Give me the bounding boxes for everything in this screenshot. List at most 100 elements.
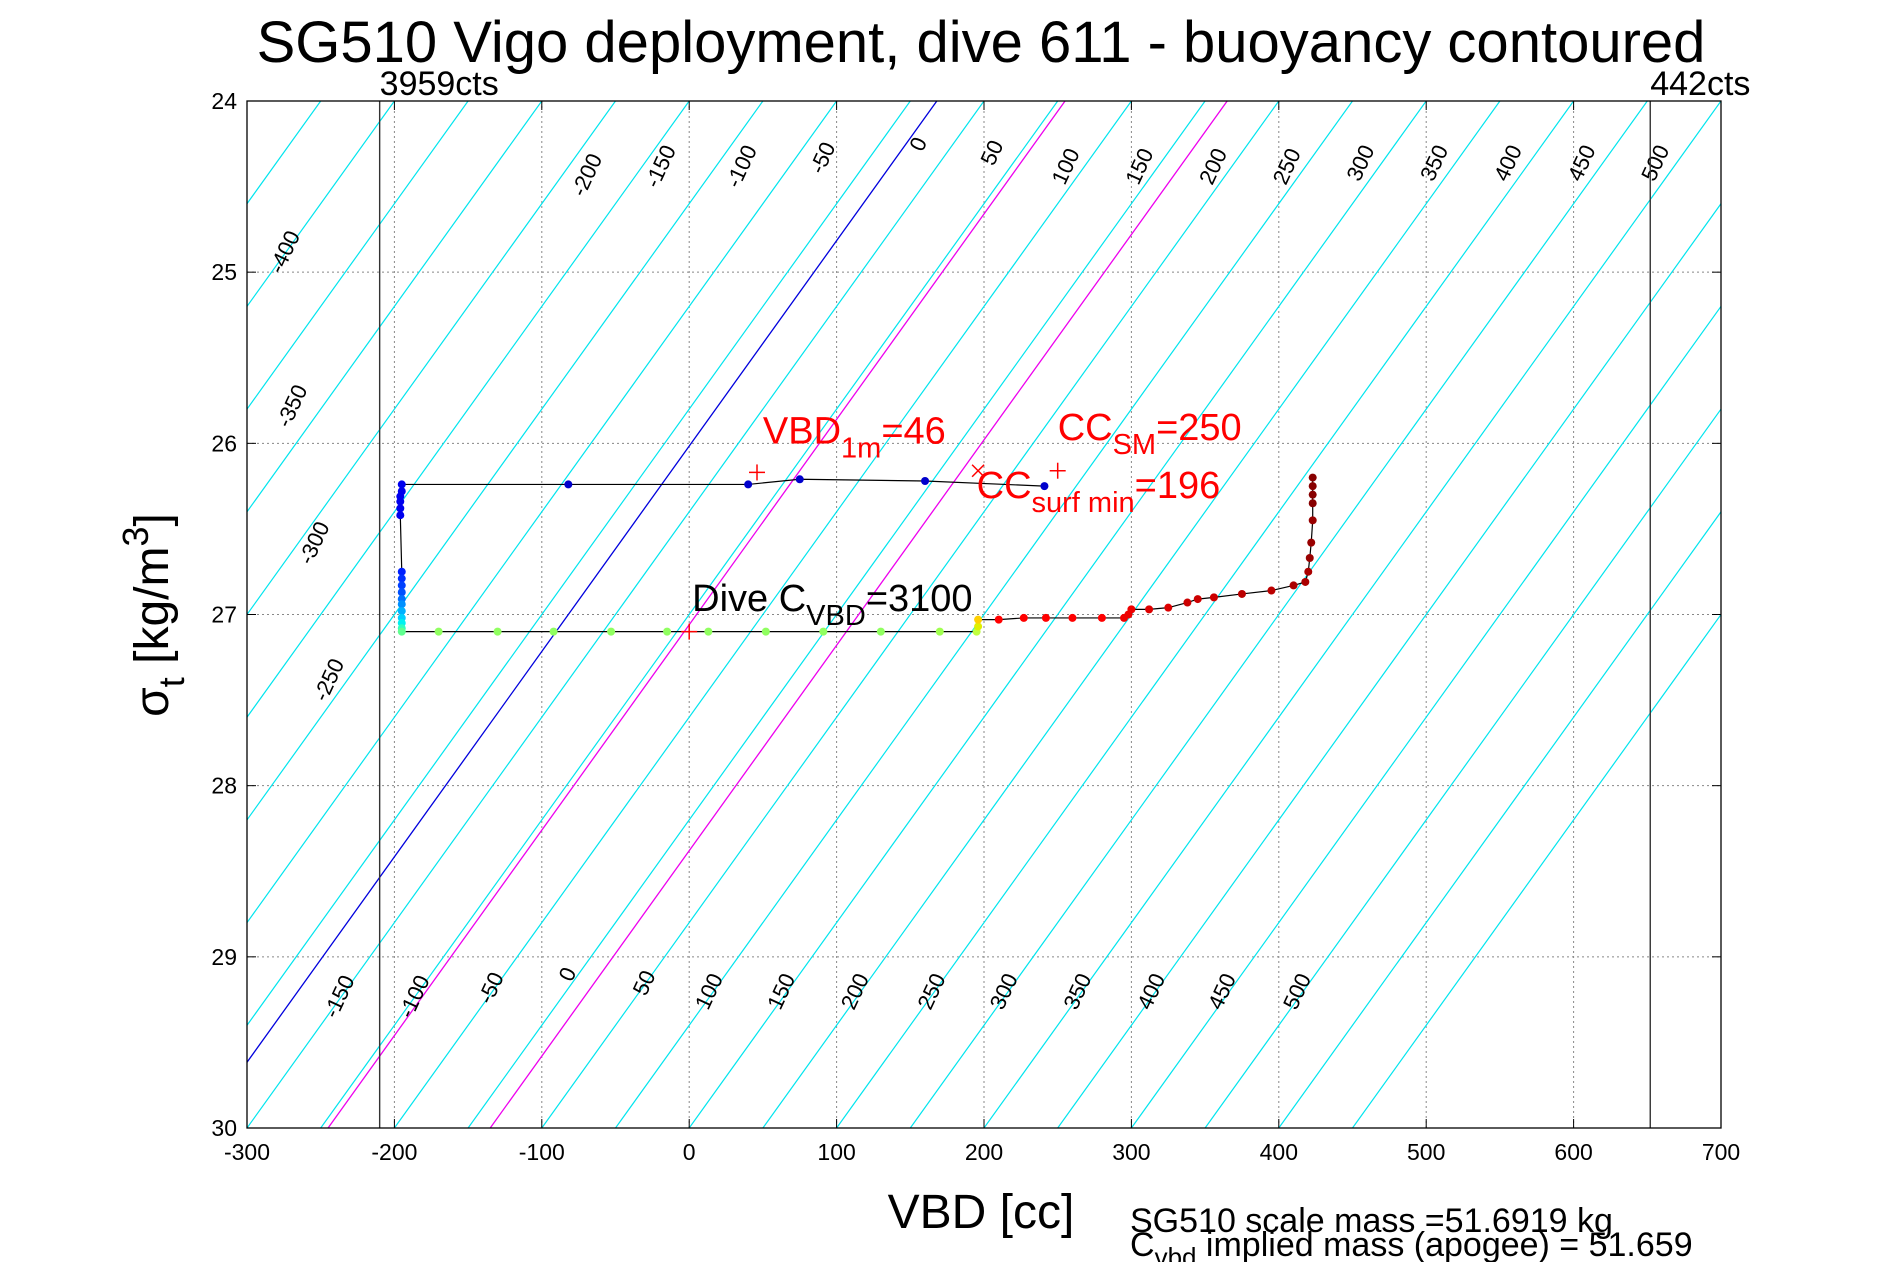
dive-point (1307, 539, 1315, 547)
y-tick-label: 28 (211, 773, 237, 799)
dive-point (494, 628, 502, 636)
annotation-ccsurfmin: CCsurf min=196 (977, 465, 1221, 519)
dive-point (1309, 499, 1317, 507)
contour-label-bottom: 50 (628, 966, 661, 999)
contour-label-bottom: 400 (1132, 969, 1170, 1013)
contour-label-bottom: 300 (985, 969, 1023, 1013)
annotation-base: CC (1058, 407, 1113, 449)
marker-plus (1050, 463, 1066, 479)
annotation-tail: =46 (881, 410, 945, 452)
dive-point (1304, 568, 1312, 576)
dive-point (1127, 605, 1135, 613)
y-tick-label: 29 (211, 944, 237, 970)
dive-point (877, 628, 885, 636)
contour-label-bottom: 500 (1278, 969, 1316, 1013)
annotation-base: VBD (763, 410, 841, 452)
limit-line-label: 442cts (1650, 65, 1750, 103)
dive-point (398, 568, 406, 576)
contour-label-top: -200 (566, 150, 607, 200)
limit-line-label: 3959cts (380, 65, 499, 103)
dive-point (1098, 614, 1106, 622)
dive-point (1068, 614, 1076, 622)
y-axis-label-sub: t (151, 677, 192, 687)
y-axis-label-sup: 3 (115, 526, 156, 546)
y-tick-label: 30 (211, 1115, 237, 1141)
contour-line (0, 101, 689, 1128)
contour-label-bottom: -100 (393, 971, 434, 1021)
marker-plus (749, 464, 765, 480)
dive-point (1290, 581, 1298, 589)
dive-point (396, 498, 404, 506)
y-axis-label-close: ] (126, 513, 179, 526)
svg-text:σt [kg/m3]: σt [kg/m3] (115, 513, 192, 717)
dive-point (1020, 614, 1028, 622)
contour-label-top: 250 (1268, 144, 1306, 188)
y-axis-label-main: σ (126, 687, 179, 717)
contour-label-top: 50 (975, 136, 1008, 169)
annotation-sub: surf min (1032, 487, 1135, 519)
y-axis-label: σt [kg/m3] (115, 513, 192, 717)
contour-label-top: -350 (271, 381, 312, 431)
dive-point (1194, 595, 1202, 603)
contour-label-top: 100 (1047, 144, 1085, 188)
annotation-tail: =3100 (866, 578, 973, 620)
dive-point (744, 480, 752, 488)
contour-label-bottom: 0 (554, 963, 582, 985)
dive-point (1301, 578, 1309, 586)
contour-label-top: -150 (640, 141, 681, 191)
dive-point (398, 607, 406, 615)
annotation-base: CC (977, 465, 1032, 507)
contour-label-top: -250 (308, 655, 349, 705)
contour-label-bottom: 450 (1203, 969, 1241, 1013)
contour-line (1279, 101, 1891, 1128)
dive-point (564, 480, 572, 488)
dive-point (995, 616, 1003, 624)
dive-point (398, 600, 406, 608)
x-tick-label: 100 (817, 1139, 855, 1165)
dive-point (1309, 474, 1317, 482)
x-tick-label: 700 (1702, 1139, 1740, 1165)
dive-point (936, 628, 944, 636)
footer-implied-mass-sub: vbd (1155, 1242, 1197, 1262)
dive-point (1238, 590, 1246, 598)
contour-label-top: -300 (293, 518, 334, 568)
contour-label-top: 200 (1194, 144, 1232, 188)
dive-point (396, 511, 404, 519)
dive-point (796, 475, 804, 483)
dive-point (921, 477, 929, 485)
limit-lines: 3959cts 442cts (380, 65, 1751, 1128)
contour-label-top: 350 (1415, 141, 1453, 185)
contour-label-bottom: 350 (1058, 969, 1096, 1013)
dive-point (1309, 516, 1317, 524)
dive-point (663, 628, 671, 636)
footer-implied-mass-tail: implied mass (apogee) = 51.659 (1196, 1226, 1692, 1262)
dive-point (607, 628, 615, 636)
dive-point (974, 622, 982, 630)
contour-line (0, 101, 247, 1128)
dive-point (1267, 587, 1275, 595)
dive-point (398, 588, 406, 596)
dive-point (398, 581, 406, 589)
x-tick-label: 500 (1407, 1139, 1445, 1165)
x-tick-label: 600 (1554, 1139, 1592, 1165)
y-tick-label: 26 (211, 430, 237, 456)
x-tick-label: 200 (965, 1139, 1003, 1165)
annotation-tail: =196 (1135, 465, 1221, 507)
dive-point (762, 628, 770, 636)
contour-label-top: -100 (721, 141, 762, 191)
x-tick-label: 400 (1260, 1139, 1298, 1165)
dive-point (550, 628, 558, 636)
dive-point (704, 628, 712, 636)
x-tick-label: -200 (371, 1139, 417, 1165)
contour-label-top: 500 (1636, 141, 1674, 185)
dive-point (435, 628, 443, 636)
dive-point (1309, 491, 1317, 499)
dive-point (1210, 593, 1218, 601)
dive-point (974, 616, 982, 624)
dive-point (1309, 482, 1317, 490)
contour-label-top: 400 (1489, 141, 1527, 185)
annotation-sub: VBD (806, 600, 866, 632)
y-axis-label-rest: [kg/m (126, 547, 179, 678)
dive-point (398, 628, 406, 636)
